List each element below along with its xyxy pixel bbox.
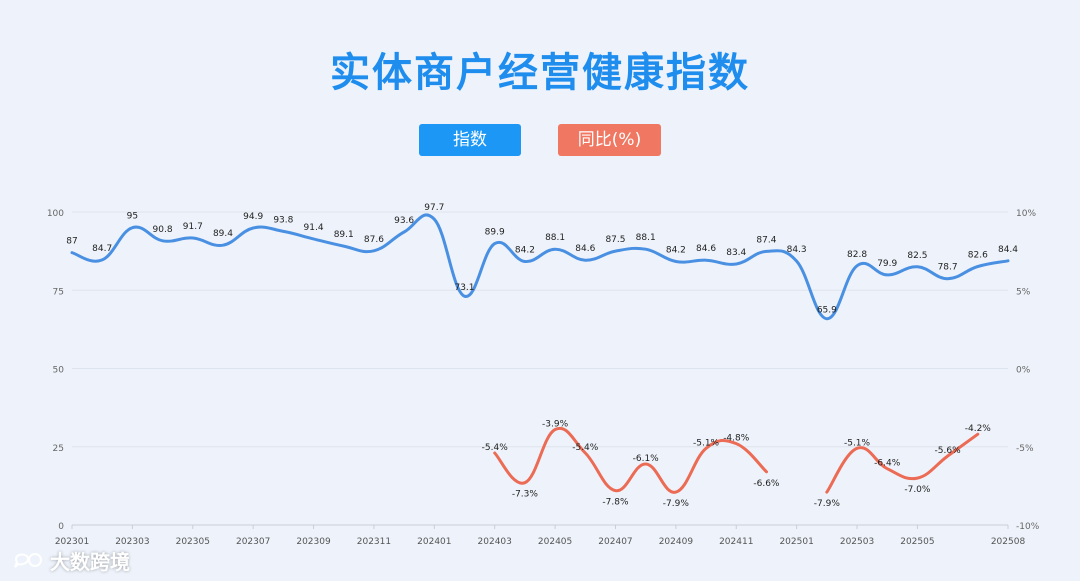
data-label-index: 89.9 xyxy=(485,228,505,238)
data-label-index: 87.4 xyxy=(756,235,776,245)
data-label-index: 84.2 xyxy=(515,245,535,255)
x-tick-label: 202505 xyxy=(900,537,934,547)
data-label-yoy: -5.1% xyxy=(844,438,871,448)
data-label-index: 84.3 xyxy=(787,245,807,255)
x-tick-label: 202503 xyxy=(840,537,874,547)
data-label-index: 84.6 xyxy=(575,244,595,254)
y-left-tick-label: 100 xyxy=(47,209,64,219)
y-right-tick-label: 5% xyxy=(1016,287,1031,297)
data-label-index: 88.1 xyxy=(545,233,565,243)
data-label-index: 95 xyxy=(127,212,138,222)
y-left-tick-label: 25 xyxy=(53,444,64,454)
x-tick-label: 202407 xyxy=(598,537,632,547)
data-label-index: 94.9 xyxy=(243,212,263,222)
data-label-index: 91.7 xyxy=(183,222,203,232)
y-right-tick-label: -10% xyxy=(1016,522,1040,532)
x-tick-label: 202403 xyxy=(478,537,512,547)
data-label-index: 93.6 xyxy=(394,216,414,226)
data-label-yoy: -6.4% xyxy=(874,459,901,469)
y-left-tick-label: 75 xyxy=(53,287,64,297)
data-label-index: 89.4 xyxy=(213,229,233,239)
data-label-yoy: -3.9% xyxy=(542,420,569,430)
data-label-yoy: -5.6% xyxy=(935,446,962,456)
x-tick-label: 202305 xyxy=(176,537,210,547)
data-label-index: 89.1 xyxy=(334,230,354,240)
data-label-yoy: -5.1% xyxy=(693,438,720,448)
data-label-index: 65.9 xyxy=(817,306,837,316)
x-tick-label: 202309 xyxy=(296,537,331,547)
x-tick-label: 202311 xyxy=(357,537,391,547)
data-label-index: 82.6 xyxy=(968,250,988,260)
data-label-index: 78.7 xyxy=(938,263,958,273)
data-label-index: 83.4 xyxy=(726,248,746,258)
data-label-index: 93.8 xyxy=(273,215,293,225)
y-right-tick-label: 0% xyxy=(1016,366,1031,376)
x-tick-label: 202301 xyxy=(55,537,89,547)
data-label-yoy: -7.9% xyxy=(663,499,690,509)
data-label-index: 90.8 xyxy=(153,225,173,235)
y-right-tick-label: -5% xyxy=(1016,444,1034,454)
legend-yoy-button[interactable]: 同比(%) xyxy=(558,124,661,156)
data-label-yoy: -5.4% xyxy=(572,443,599,453)
y-right-tick-label: 10% xyxy=(1016,209,1036,219)
data-label-index: 87.6 xyxy=(364,235,384,245)
data-label-index: 91.4 xyxy=(304,223,324,233)
data-label-index: 87 xyxy=(66,237,77,247)
legend-index-button[interactable]: 指数 xyxy=(419,124,521,156)
data-label-yoy: -6.6% xyxy=(753,479,780,489)
data-label-index: 84.4 xyxy=(998,245,1018,255)
watermark: 大数跨境 xyxy=(14,546,130,574)
data-label-yoy: -5.4% xyxy=(482,443,509,453)
series-line-yoy xyxy=(825,432,980,494)
data-label-yoy: -7.3% xyxy=(512,490,539,500)
x-tick-label: 202405 xyxy=(538,537,572,547)
data-label-index: 73.1 xyxy=(454,283,474,293)
series-line-index xyxy=(70,213,1010,321)
x-tick-label: 202411 xyxy=(719,537,753,547)
x-tick-label: 202401 xyxy=(417,537,451,547)
x-tick-label: 202501 xyxy=(779,537,813,547)
data-label-yoy: -7.9% xyxy=(814,499,841,509)
data-label-yoy: -7.8% xyxy=(602,498,629,508)
data-label-index: 82.5 xyxy=(907,251,927,261)
data-label-yoy: -4.8% xyxy=(723,434,750,444)
series-line-yoy xyxy=(493,426,768,494)
y-left-tick-label: 50 xyxy=(53,366,65,376)
data-label-index: 88.1 xyxy=(636,233,656,243)
x-tick-label: 202409 xyxy=(659,537,694,547)
data-label-index: 84.7 xyxy=(92,244,112,254)
data-label-yoy: -7.0% xyxy=(904,485,931,495)
chat-bubble-icon xyxy=(14,550,44,570)
data-label-index: 84.6 xyxy=(696,244,716,254)
data-label-index: 87.5 xyxy=(605,235,625,245)
x-tick-label: 202307 xyxy=(236,537,270,547)
x-tick-label: 202303 xyxy=(115,537,149,547)
data-label-index: 84.2 xyxy=(666,245,686,255)
data-label-index: 82.8 xyxy=(847,250,867,260)
y-left-tick-label: 0 xyxy=(58,522,64,532)
data-label-yoy: -4.2% xyxy=(965,424,992,434)
chart-title: 实体商户经营健康指数 xyxy=(330,50,750,96)
data-label-index: 79.9 xyxy=(877,259,897,269)
data-label-yoy: -6.1% xyxy=(633,454,660,464)
watermark-text: 大数跨境 xyxy=(50,549,130,574)
x-tick-label: 202508 xyxy=(991,537,1026,547)
data-label-index: 97.7 xyxy=(424,203,444,213)
